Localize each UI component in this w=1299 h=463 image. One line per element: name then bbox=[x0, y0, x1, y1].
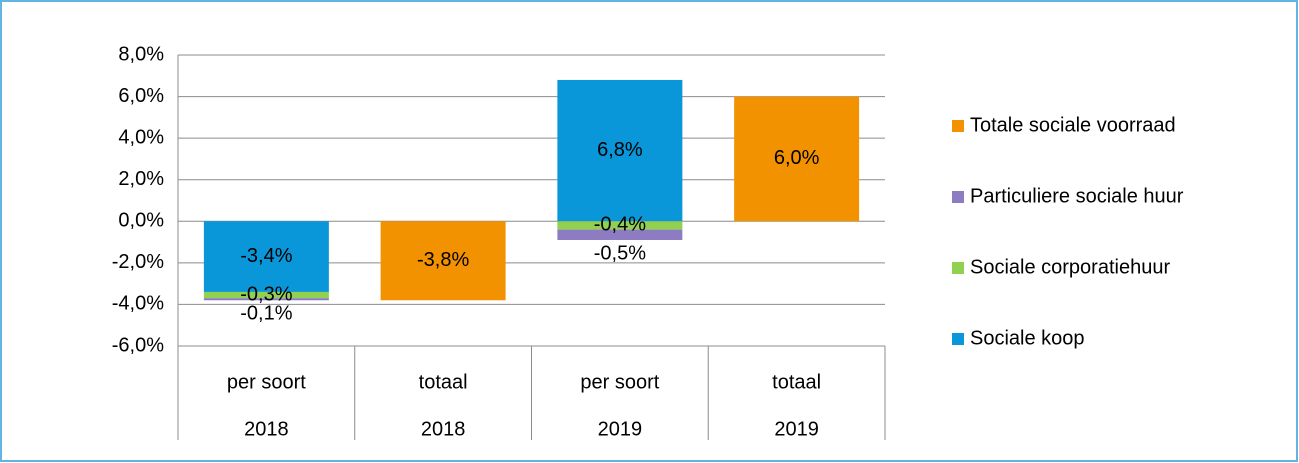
bar-segment bbox=[557, 79, 683, 222]
x-group-label: 2018 bbox=[421, 418, 466, 440]
bar-segment bbox=[557, 229, 683, 240]
y-tick-label: -2,0% bbox=[112, 251, 164, 273]
y-tick-label: -4,0% bbox=[112, 293, 164, 315]
bar-segment bbox=[203, 291, 329, 299]
legend-swatch bbox=[952, 120, 964, 132]
bar-segment bbox=[557, 221, 683, 230]
legend-label: Sociale koop bbox=[970, 327, 1085, 349]
y-tick-label: 6,0% bbox=[118, 85, 164, 107]
y-tick-label: -6,0% bbox=[112, 334, 164, 356]
y-tick-label: 0,0% bbox=[118, 210, 164, 232]
x-group-label: 2018 bbox=[244, 418, 289, 440]
data-label: 6,8% bbox=[597, 139, 643, 161]
legend-label: Particuliere sociale huur bbox=[970, 185, 1184, 207]
bar-segment bbox=[203, 221, 329, 292]
y-tick-label: 2,0% bbox=[118, 168, 164, 190]
data-label: -0,4% bbox=[594, 214, 646, 236]
data-label: -3,4% bbox=[240, 245, 292, 267]
y-tick-label: 4,0% bbox=[118, 126, 164, 148]
bar-segment bbox=[734, 96, 860, 222]
data-label: -0,1% bbox=[240, 303, 292, 325]
legend-swatch bbox=[952, 262, 964, 274]
x-group-label: 2019 bbox=[598, 418, 643, 440]
legend-swatch bbox=[952, 333, 964, 345]
data-label: 6,0% bbox=[774, 147, 820, 169]
x-tick-label: per soort bbox=[227, 371, 306, 393]
y-tick-label: 8,0% bbox=[118, 43, 164, 65]
legend-label: Totale sociale voorraad bbox=[970, 114, 1176, 136]
x-tick-label: per soort bbox=[580, 371, 659, 393]
bar-segment bbox=[203, 298, 329, 301]
data-label: -0,5% bbox=[594, 242, 646, 264]
legend-swatch bbox=[952, 191, 964, 203]
x-group-label: 2019 bbox=[774, 418, 819, 440]
x-tick-label: totaal bbox=[772, 371, 821, 393]
bar-segment bbox=[380, 221, 506, 301]
data-label: -3,8% bbox=[417, 249, 469, 271]
x-tick-label: totaal bbox=[419, 371, 468, 393]
legend-label: Sociale corporatiehuur bbox=[970, 256, 1170, 278]
data-label: -0,3% bbox=[240, 283, 292, 305]
